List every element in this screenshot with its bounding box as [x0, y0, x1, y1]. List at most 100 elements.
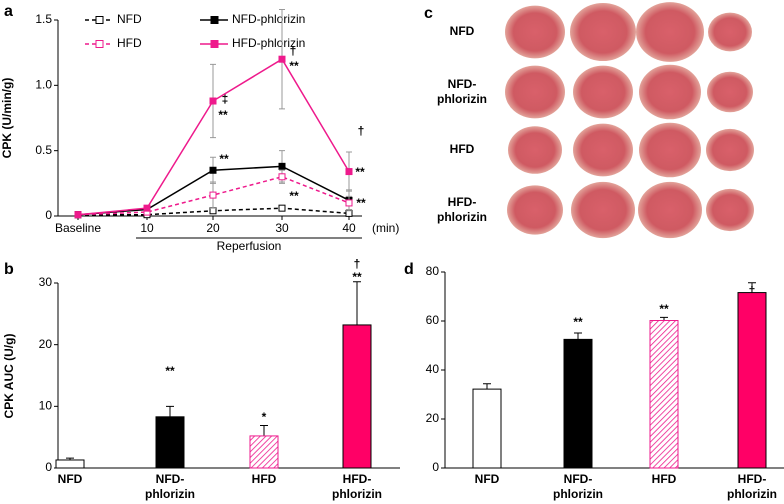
photo-panel: c NFD NFD-phlorizin HFD HFD-phlorizin: [424, 0, 780, 250]
error-bar: [660, 316, 668, 321]
x-tick-label: NFD-phlorizin: [553, 472, 603, 501]
y-tick-label: 40: [426, 362, 440, 376]
panel-letter: d: [404, 261, 414, 278]
x-tick-label: NFD: [475, 472, 500, 486]
y-tick-label: 80: [426, 264, 440, 278]
legend-marker: [95, 40, 104, 48]
annotation: **: [356, 196, 366, 210]
point-marker: [143, 204, 151, 212]
y-tick-label: 30: [39, 275, 53, 289]
heart-slice: [505, 5, 565, 59]
x-tick-label: HFD: [252, 472, 277, 486]
x-tick-label: 20: [206, 221, 220, 235]
annotation: *: [262, 410, 267, 424]
annotation: **: [573, 315, 583, 329]
annotation: **: [165, 364, 175, 378]
point-marker: [209, 97, 217, 105]
legend-marker: [210, 16, 219, 24]
y-tick-label: 0: [45, 208, 52, 222]
y-tick-label: 60: [426, 313, 440, 327]
point-marker: [278, 173, 286, 181]
bar: [649, 320, 679, 469]
bar: [472, 388, 502, 469]
heart-slice: [636, 2, 704, 62]
point-marker: [345, 199, 353, 207]
heart-slice: [707, 71, 753, 113]
annotation: †: [290, 44, 297, 58]
y-tick-label: 1.0: [35, 78, 52, 92]
bar: [155, 416, 185, 469]
y-tick-label: 10: [39, 399, 53, 413]
x-tick-label: HFD-phlorizin: [332, 472, 382, 501]
series-line: [77, 176, 350, 216]
point-marker: [209, 191, 217, 199]
y-axis-label: CPK (U/min/g): [0, 78, 14, 159]
y-tick-label: 20: [426, 411, 440, 425]
heart-slice: [639, 64, 701, 120]
annotation: **: [218, 108, 228, 122]
y-tick-label: 1.5: [35, 12, 52, 26]
x-tick-label: 40: [342, 221, 356, 235]
error-bar: [748, 282, 756, 293]
legend-label: HFD-phlorizin: [232, 36, 305, 50]
x-tick-label: HFD: [652, 472, 677, 486]
annotation: **: [352, 270, 362, 284]
y-axis-label: CPK AUC (U/g): [2, 334, 16, 419]
panel-letter: b: [4, 261, 14, 278]
point-marker: [278, 162, 286, 170]
point-marker: [278, 55, 286, 63]
y-tick-label: 0.5: [35, 143, 52, 157]
heart-slice: [507, 185, 563, 235]
x-tick-label: 10: [140, 221, 154, 235]
heart-slice: [508, 126, 562, 174]
legend-label: NFD: [117, 12, 142, 26]
point-marker: [74, 211, 82, 219]
x-tick-label: HFD-phlorizin: [727, 472, 777, 501]
bar: [563, 338, 593, 469]
heart-slice: [706, 128, 754, 172]
annotation: †: [358, 124, 365, 138]
legend-marker: [210, 40, 219, 48]
heart-slice: [505, 65, 565, 119]
x-tick-label: Baseline: [55, 221, 101, 235]
row-label: HFD-phlorizin: [437, 195, 487, 224]
y-tick-label: 20: [39, 337, 53, 351]
bar: [342, 324, 372, 469]
heart-slice: [639, 122, 701, 178]
x-tick-label: NFD-phlorizin: [145, 472, 195, 501]
x-group-label: Reperfusion: [217, 239, 282, 253]
row-label: NFD-phlorizin: [437, 77, 487, 106]
annotation: **: [355, 165, 365, 179]
row-label: NFD: [450, 24, 475, 38]
y-tick-label: 0: [45, 460, 52, 474]
heart-slice: [638, 181, 702, 239]
bar: [55, 459, 85, 469]
legend-label: HFD: [117, 36, 142, 50]
legend-label: NFD-phlorizin: [232, 12, 305, 26]
annotation: **: [289, 59, 299, 73]
bar: [249, 435, 279, 469]
error-bar: [166, 405, 174, 417]
annotation: **: [659, 302, 669, 316]
heart-slice: [573, 123, 633, 177]
x-tick-label: NFD: [58, 472, 83, 486]
annotation: †: [354, 257, 361, 271]
y-tick-label: 0: [432, 460, 439, 474]
point-marker: [345, 209, 353, 217]
heart-slice: [706, 188, 754, 232]
error-bar: [574, 332, 582, 340]
annotation: **: [219, 152, 229, 166]
x-unit: (min): [372, 221, 399, 235]
panel-letter: a: [4, 3, 13, 20]
point-marker: [278, 204, 286, 212]
error-bar: [483, 383, 491, 390]
bar: [737, 292, 767, 469]
heart-slice: [708, 12, 752, 52]
heart-slice: [571, 181, 635, 239]
point-marker: [209, 166, 217, 174]
point-marker: [209, 207, 217, 215]
row-label: HFD: [450, 142, 475, 156]
legend-marker: [95, 16, 104, 24]
x-tick-label: 30: [275, 221, 289, 235]
